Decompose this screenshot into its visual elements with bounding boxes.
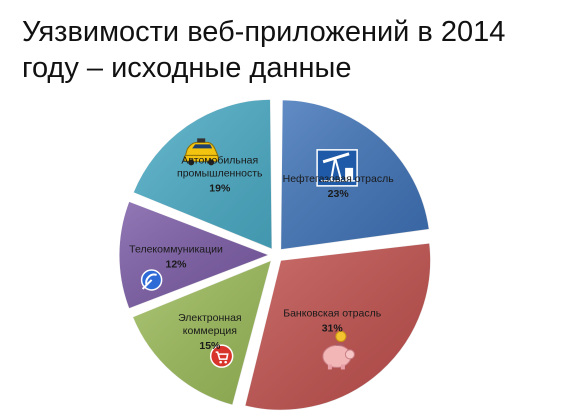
slice-value-ecommerce: 15% xyxy=(199,340,221,352)
title-line-2: году – исходные данные xyxy=(22,52,352,84)
piggy-bank-icon xyxy=(322,330,355,370)
slice-label-ecommerce: коммерция xyxy=(183,325,237,337)
slice-label-telecom: Телекоммуникации xyxy=(129,244,223,256)
slice-value-telecom: 12% xyxy=(165,259,187,271)
slice-label-oil-gas: Нефтегазовая отрасль xyxy=(283,173,395,185)
oil-pump-icon xyxy=(316,149,358,187)
slice-value-banking: 31% xyxy=(322,322,344,334)
taxi-car-icon xyxy=(183,138,219,166)
shopping-cart-icon xyxy=(209,344,234,368)
chart-title: Уязвимости веб-приложений в 2014 году – … xyxy=(22,14,552,86)
title-line-1: Уязвимости веб-приложений в 2014 xyxy=(22,16,506,48)
slice-value-automotive: 19% xyxy=(209,182,231,194)
slice-label-automotive: Автомобильная xyxy=(181,154,258,166)
slice-label-automotive: промышленность xyxy=(177,167,263,179)
slice-label-ecommerce: Электронная xyxy=(178,312,242,324)
slice-label-banking: Банковская отрасль xyxy=(283,307,382,319)
pie-slice-shade-automotive xyxy=(133,99,273,250)
pie-slice-shade-ecommerce xyxy=(132,260,272,406)
satellite-dish-icon xyxy=(140,269,163,291)
slice-value-oil-gas: 23% xyxy=(328,188,350,200)
pie-slice-shade-banking xyxy=(244,243,431,411)
